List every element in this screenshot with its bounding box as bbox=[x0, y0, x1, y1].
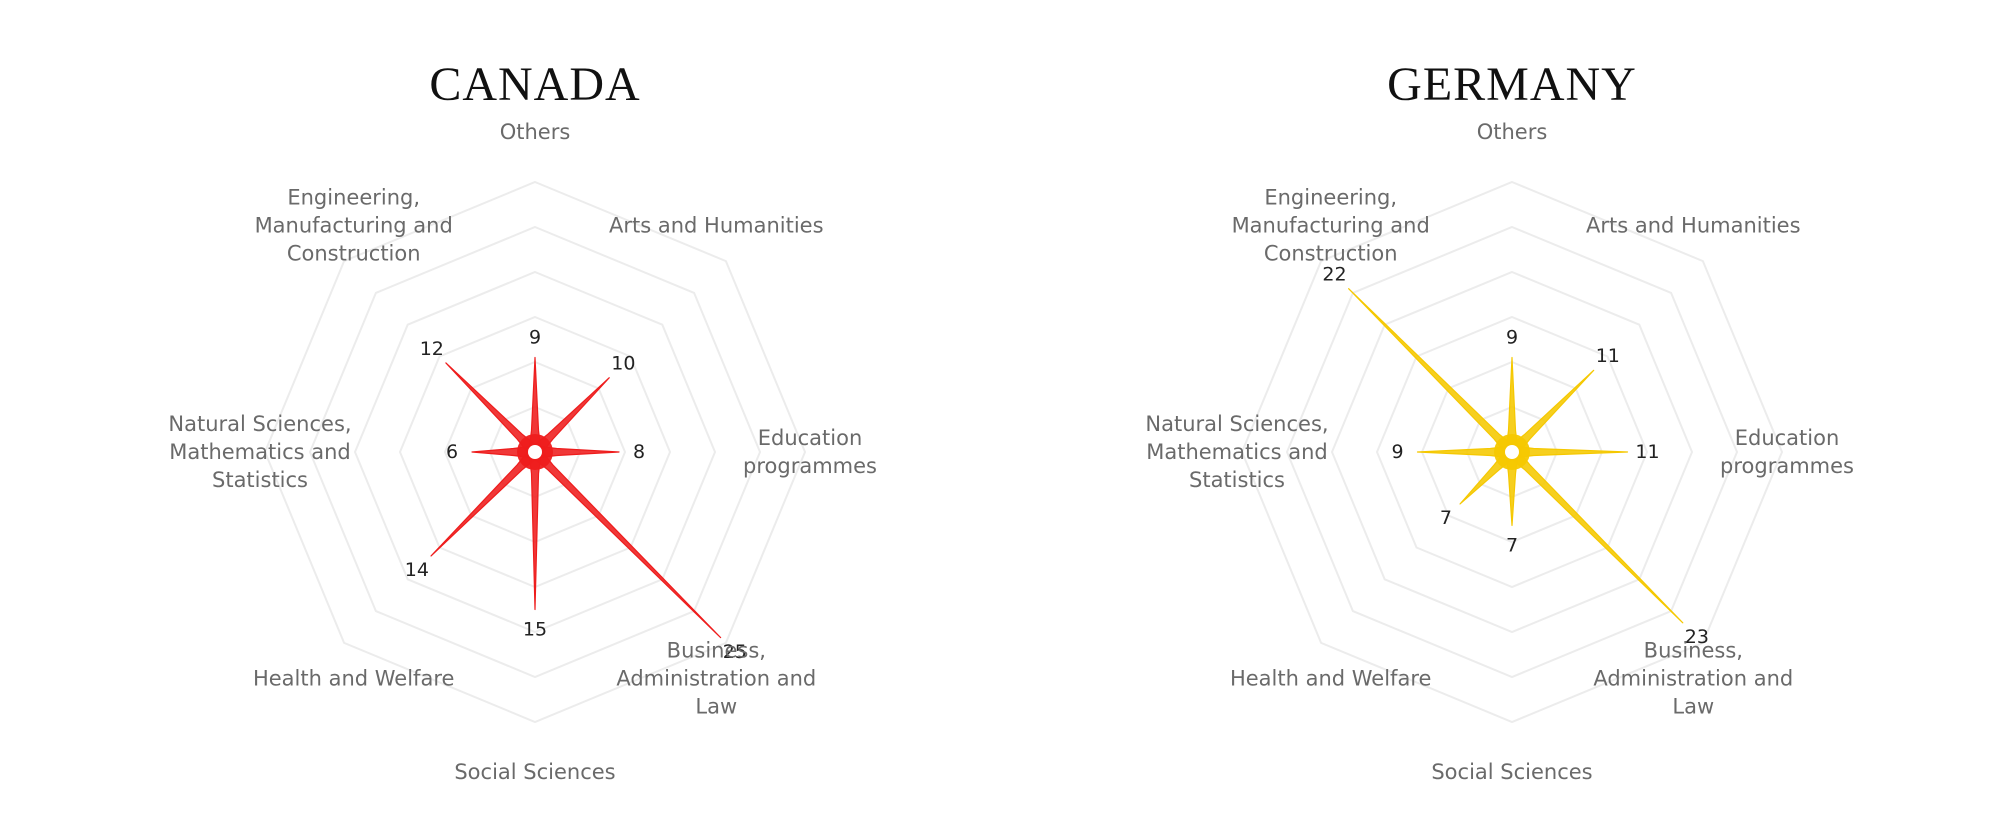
category-label-others: Others bbox=[1477, 120, 1548, 144]
chart-title: GERMANY bbox=[1387, 58, 1637, 111]
category-label-engineering-manufacturing-and-construction: Engineering, Manufacturing and Constructio… bbox=[1232, 186, 1430, 266]
grid-ring bbox=[1240, 180, 1784, 724]
value-label: 11 bbox=[1596, 345, 1620, 367]
chart-title: CANADA bbox=[429, 58, 640, 111]
value-label: 10 bbox=[611, 353, 635, 375]
value-label: 9 bbox=[529, 327, 541, 349]
category-label-health-and-welfare: Health and Welfare bbox=[1230, 666, 1431, 690]
radar-grid bbox=[1240, 180, 1784, 724]
radar-chart-canada: CANADA 9 10 8 25 15 14 6 12 Others Arts and Humani… bbox=[168, 58, 877, 784]
value-label: 8 bbox=[633, 441, 645, 463]
category-label-social-sciences: Social Sciences bbox=[1431, 760, 1592, 784]
category-label-social-sciences: Social Sciences bbox=[454, 760, 615, 784]
value-label: 7 bbox=[1440, 507, 1452, 529]
value-label: 11 bbox=[1635, 441, 1659, 463]
category-label-others: Others bbox=[500, 120, 571, 144]
category-label-arts-and-humanities: Arts and Humanities bbox=[1586, 214, 1801, 238]
category-label-education-programmes: Education programmes bbox=[1720, 426, 1854, 478]
category-label-arts-and-humanities: Arts and Humanities bbox=[609, 214, 824, 238]
category-label-natural-sciences-mathematics-and-statistics: Natural Sciences, Mathematics and Statisti… bbox=[1145, 412, 1328, 492]
center-dot bbox=[1505, 445, 1519, 459]
radar-chart-germany: GERMANY 9 11 11 23 7 7 9 22 Others Arts and Humani… bbox=[1145, 58, 1854, 784]
value-label: 12 bbox=[420, 338, 444, 360]
grid-ring bbox=[353, 270, 717, 634]
value-label: 7 bbox=[1506, 535, 1518, 557]
grid-ring bbox=[1420, 360, 1604, 544]
value-label: 14 bbox=[405, 559, 429, 581]
category-label-education-programmes: Education programmes bbox=[743, 426, 877, 478]
category-label-business-administration-and-law: Business, Administration and Law bbox=[1593, 638, 1793, 718]
value-label: 25 bbox=[723, 641, 747, 663]
grid-ring bbox=[1330, 270, 1694, 634]
value-label: 9 bbox=[1391, 441, 1403, 463]
spike-business-administration-and-law bbox=[530, 447, 722, 639]
spike-engineering-manufacturing-and-construction bbox=[1348, 288, 1517, 457]
radar-series bbox=[430, 356, 722, 639]
grid-ring bbox=[1285, 225, 1739, 679]
grid-ring bbox=[263, 180, 807, 724]
radar-series bbox=[1348, 288, 1684, 624]
category-label-engineering-manufacturing-and-construction: Engineering, Manufacturing and Constructio… bbox=[255, 186, 453, 266]
category-label-business-administration-and-law: Business, Administration and Law bbox=[616, 638, 816, 718]
category-label-health-and-welfare: Health and Welfare bbox=[253, 666, 454, 690]
grid-ring bbox=[308, 225, 762, 679]
center-dot bbox=[528, 445, 542, 459]
grid-ring bbox=[1375, 315, 1649, 589]
value-label: 6 bbox=[446, 441, 458, 463]
value-label: 15 bbox=[523, 619, 547, 641]
value-label: 23 bbox=[1685, 626, 1709, 648]
value-label: 9 bbox=[1506, 327, 1518, 349]
value-label: 22 bbox=[1322, 264, 1346, 286]
category-label-natural-sciences-mathematics-and-statistics: Natural Sciences, Mathematics and Statisti… bbox=[168, 412, 351, 492]
